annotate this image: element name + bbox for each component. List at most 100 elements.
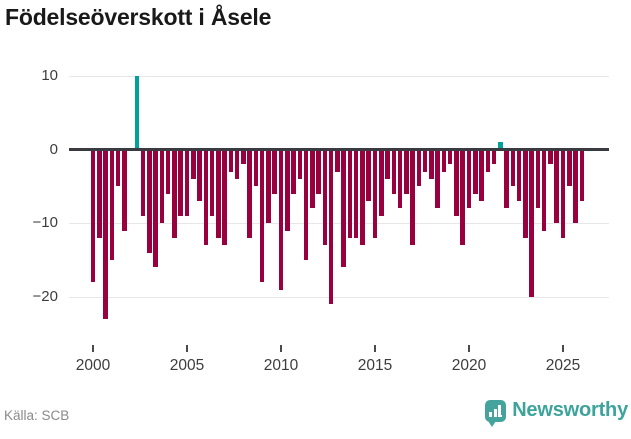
bar-74-negative[interactable] bbox=[554, 150, 560, 224]
newsworthy-logo[interactable]: Newsworthy bbox=[485, 398, 628, 427]
bar-18-negative[interactable] bbox=[203, 150, 209, 246]
bar-51-negative[interactable] bbox=[410, 150, 415, 246]
x-axis-label-2005: 2005 bbox=[169, 357, 205, 374]
bar-53-negative[interactable] bbox=[422, 150, 428, 172]
bar-42-negative[interactable] bbox=[353, 150, 359, 238]
bar-8-negative[interactable] bbox=[140, 150, 146, 216]
bar-71-negative[interactable] bbox=[535, 150, 541, 209]
bar-chart-badge-icon bbox=[485, 400, 507, 427]
bar-14-negative[interactable] bbox=[178, 150, 184, 216]
bar-40-negative[interactable] bbox=[341, 150, 346, 268]
bar-35-negative[interactable] bbox=[310, 150, 315, 209]
bar-57-negative[interactable] bbox=[447, 150, 453, 165]
bar-28-negative[interactable] bbox=[266, 150, 271, 224]
bar-32-negative[interactable] bbox=[291, 150, 296, 194]
bar-47-negative[interactable] bbox=[385, 150, 390, 179]
bar-21-negative[interactable] bbox=[222, 150, 227, 246]
x-axis-label-2020: 2020 bbox=[451, 357, 487, 374]
bar-30-negative[interactable] bbox=[278, 150, 284, 290]
bar-54-negative[interactable] bbox=[429, 150, 434, 179]
bar-11-negative[interactable] bbox=[159, 150, 165, 224]
bar-49-negative[interactable] bbox=[397, 150, 403, 209]
bar-10-negative[interactable] bbox=[153, 150, 158, 268]
zero-axis-line bbox=[69, 148, 609, 151]
bar-7-positive[interactable] bbox=[134, 75, 140, 149]
x-axis-label-2010: 2010 bbox=[263, 357, 299, 374]
x-tick-2005 bbox=[186, 345, 188, 352]
bar-23-negative[interactable] bbox=[234, 150, 240, 179]
x-tick-2015 bbox=[374, 345, 376, 352]
bar-3-negative[interactable] bbox=[109, 150, 115, 261]
bar-56-negative[interactable] bbox=[441, 150, 447, 172]
x-tick-2025 bbox=[562, 345, 564, 352]
bar-31-negative[interactable] bbox=[284, 150, 290, 231]
bar-41-negative[interactable] bbox=[347, 150, 353, 238]
bar-77-negative[interactable] bbox=[573, 150, 578, 224]
bar-15-negative[interactable] bbox=[184, 150, 190, 216]
bar-9-negative[interactable] bbox=[147, 150, 152, 253]
bar-25-negative[interactable] bbox=[247, 150, 252, 238]
bar-37-negative[interactable] bbox=[322, 150, 328, 246]
bar-64-negative[interactable] bbox=[491, 150, 497, 165]
gridline-y--20 bbox=[69, 296, 609, 298]
bar-13-negative[interactable] bbox=[172, 150, 177, 238]
bar-76-negative[interactable] bbox=[566, 150, 572, 187]
badge-bars-glyph bbox=[489, 405, 502, 417]
bar-20-negative[interactable] bbox=[216, 150, 221, 238]
bar-24-negative[interactable] bbox=[241, 150, 246, 165]
y-axis-label-0: 0 bbox=[49, 140, 58, 158]
bar-27-negative[interactable] bbox=[259, 150, 265, 283]
bar-39-negative[interactable] bbox=[335, 150, 340, 172]
bar-19-negative[interactable] bbox=[209, 150, 215, 216]
bar-45-negative[interactable] bbox=[372, 150, 378, 238]
bar-60-negative[interactable] bbox=[466, 150, 472, 209]
gridline-y-10 bbox=[69, 75, 609, 77]
bar-70-negative[interactable] bbox=[529, 150, 534, 297]
bar-67-negative[interactable] bbox=[510, 150, 516, 187]
bar-46-negative[interactable] bbox=[378, 150, 384, 216]
source-credit: Källa: SCB bbox=[4, 408, 70, 423]
chart-title: Födelseöverskott i Åsele bbox=[5, 4, 272, 30]
bar-58-negative[interactable] bbox=[454, 150, 459, 216]
bar-69-negative[interactable] bbox=[523, 150, 528, 238]
bar-36-negative[interactable] bbox=[316, 150, 321, 194]
bar-59-negative[interactable] bbox=[460, 150, 466, 246]
bar-1-negative[interactable] bbox=[96, 150, 102, 238]
bar-61-negative[interactable] bbox=[472, 150, 478, 194]
bar-5-negative[interactable] bbox=[122, 150, 127, 231]
bar-12-negative[interactable] bbox=[165, 150, 171, 194]
bar-44-negative[interactable] bbox=[366, 150, 372, 202]
bar-17-negative[interactable] bbox=[197, 150, 202, 202]
x-tick-2010 bbox=[280, 345, 282, 352]
bar-50-negative[interactable] bbox=[404, 150, 409, 194]
x-axis-label-2015: 2015 bbox=[357, 357, 393, 374]
bar-52-negative[interactable] bbox=[416, 150, 422, 187]
bar-63-negative[interactable] bbox=[485, 150, 491, 172]
bar-62-negative[interactable] bbox=[479, 150, 484, 202]
bar-33-negative[interactable] bbox=[297, 150, 303, 179]
bar-0-negative[interactable] bbox=[90, 150, 96, 283]
bar-55-negative[interactable] bbox=[435, 150, 440, 209]
bar-75-negative[interactable] bbox=[560, 150, 566, 238]
bar-26-negative[interactable] bbox=[253, 150, 259, 187]
bar-66-negative[interactable] bbox=[504, 150, 509, 209]
bar-22-negative[interactable] bbox=[228, 150, 234, 172]
bar-73-negative[interactable] bbox=[548, 150, 553, 165]
bar-2-negative[interactable] bbox=[103, 150, 108, 319]
bar-43-negative[interactable] bbox=[360, 150, 365, 246]
bar-29-negative[interactable] bbox=[272, 150, 278, 194]
bar-48-negative[interactable] bbox=[391, 150, 397, 194]
bar-65-positive[interactable] bbox=[498, 142, 503, 149]
y-axis-label--10: −10 bbox=[32, 214, 58, 232]
bar-78-negative[interactable] bbox=[579, 150, 585, 202]
bar-34-negative[interactable] bbox=[303, 150, 309, 261]
x-tick-2000 bbox=[92, 345, 94, 352]
bar-16-negative[interactable] bbox=[190, 150, 196, 179]
bar-72-negative[interactable] bbox=[541, 150, 547, 231]
bar-68-negative[interactable] bbox=[516, 150, 522, 202]
gridline-y--10 bbox=[69, 223, 609, 225]
bar-38-negative[interactable] bbox=[328, 150, 334, 305]
x-axis-label-2000: 2000 bbox=[75, 357, 111, 374]
bar-4-negative[interactable] bbox=[115, 150, 121, 187]
